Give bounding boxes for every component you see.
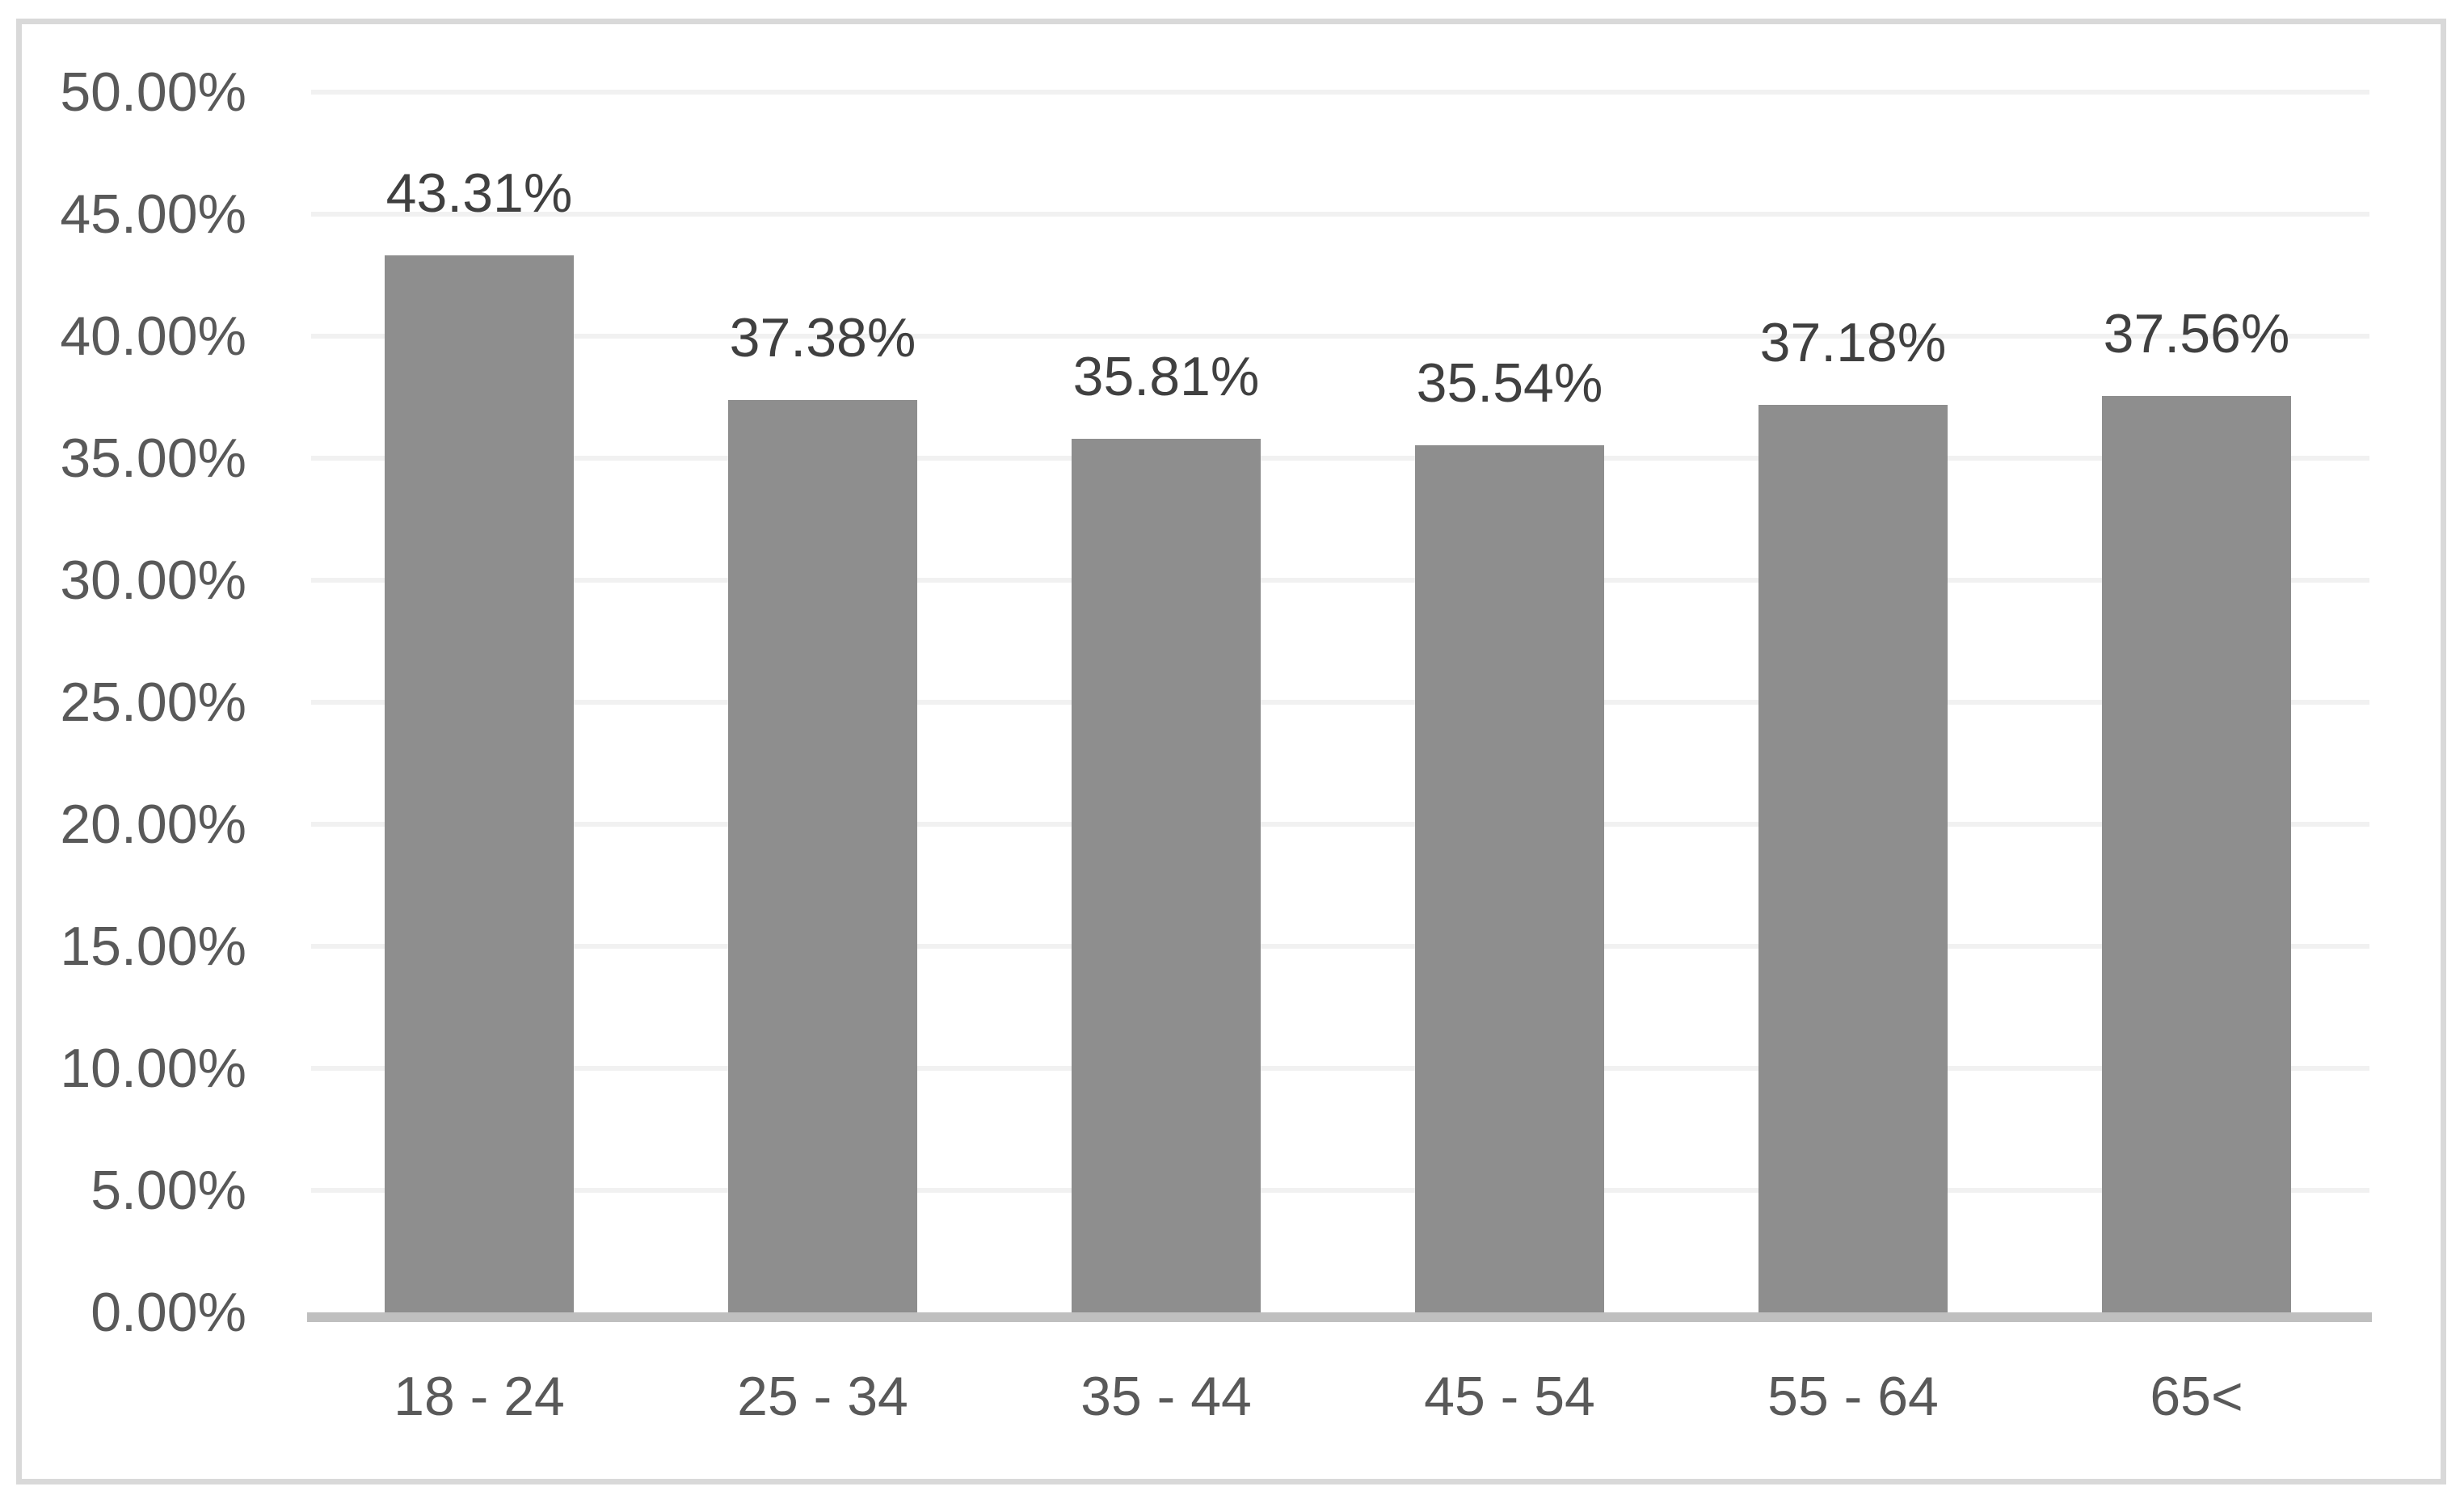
gridline	[311, 700, 2369, 705]
y-axis-tick-label: 30.00%	[60, 550, 246, 611]
y-axis-tick-label: 5.00%	[91, 1160, 246, 1221]
bar	[2102, 396, 2291, 1312]
gridline	[311, 944, 2369, 949]
x-axis-category-label: 65<	[2150, 1366, 2243, 1427]
y-axis-tick-label: 0.00%	[91, 1282, 246, 1343]
y-axis-tick-label: 15.00%	[60, 916, 246, 977]
y-axis-tick-label: 35.00%	[60, 427, 246, 489]
x-axis-category-label: 45 - 54	[1424, 1366, 1595, 1427]
bar	[1758, 405, 1948, 1312]
bar-data-label: 37.18%	[1759, 312, 1947, 373]
y-axis-tick-label: 45.00%	[60, 183, 246, 245]
y-axis-tick-label: 20.00%	[60, 794, 246, 855]
bar	[385, 255, 574, 1312]
gridline	[311, 334, 2369, 339]
gridline	[311, 822, 2369, 827]
x-axis-category-label: 55 - 64	[1767, 1366, 1939, 1427]
gridline	[311, 456, 2369, 461]
y-axis-tick-label: 40.00%	[60, 305, 246, 367]
gridline	[311, 1066, 2369, 1071]
x-axis-category-label: 25 - 34	[737, 1366, 908, 1427]
bar	[1072, 439, 1261, 1312]
bar-data-label: 37.38%	[729, 307, 916, 368]
gridline	[311, 90, 2369, 95]
x-axis-category-label: 18 - 24	[394, 1366, 565, 1427]
x-axis-category-label: 35 - 44	[1080, 1366, 1252, 1427]
x-axis-line	[307, 1312, 2372, 1322]
bar-data-label: 43.31%	[385, 162, 573, 224]
y-axis-tick-label: 50.00%	[60, 61, 246, 123]
y-axis-tick-label: 25.00%	[60, 672, 246, 733]
gridline	[311, 212, 2369, 217]
gridline	[311, 578, 2369, 583]
y-axis-tick-label: 10.00%	[60, 1038, 246, 1099]
gridline	[311, 1188, 2369, 1193]
bar	[728, 400, 917, 1312]
bar-data-label: 35.54%	[1416, 352, 1603, 414]
bar-data-label: 35.81%	[1072, 346, 1260, 407]
bar-data-label: 37.56%	[2103, 303, 2290, 364]
bar	[1415, 445, 1604, 1312]
